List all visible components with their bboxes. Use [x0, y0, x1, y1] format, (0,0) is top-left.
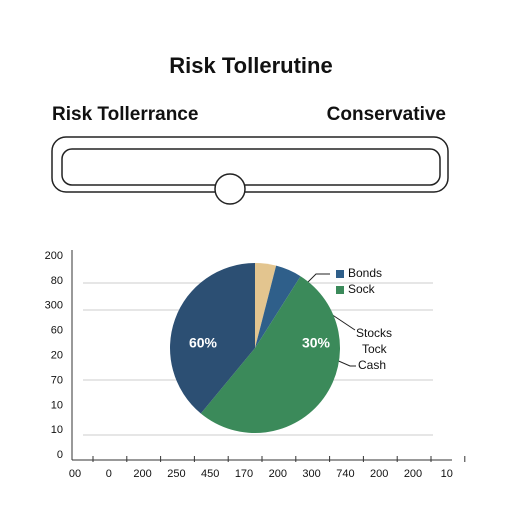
legend-label: Sock: [348, 282, 376, 296]
legend-swatch: [336, 270, 344, 278]
callout-label: Stocks: [356, 326, 392, 340]
slice-label: 30%: [302, 335, 331, 351]
x-tick-label: 10: [441, 468, 453, 480]
legend-swatch: [336, 286, 344, 294]
y-tick-label: 20: [51, 350, 63, 362]
x-tick-label: 00: [69, 468, 81, 480]
pie-slice: [200, 276, 340, 433]
x-tick-label: 0: [106, 468, 112, 480]
slice-label: 60%: [189, 335, 218, 351]
slider-value: Conservative: [327, 104, 446, 125]
pie-slice: [255, 265, 301, 348]
pie-slice: [169, 263, 255, 414]
y-tick-label: 70: [51, 374, 63, 386]
y-tick-label: 0: [57, 449, 63, 461]
x-tick-label: 170: [235, 468, 253, 480]
x-tick-label: 200: [269, 468, 287, 480]
callout-label: Cash: [358, 358, 386, 372]
x-tick-label: 250: [167, 468, 185, 480]
y-tick-label: 80: [51, 275, 63, 287]
y-tick-label: 200: [45, 250, 63, 262]
slider-label: Risk Tollerrance: [52, 104, 198, 125]
x-tick-label: 740: [336, 468, 354, 480]
x-tick-label: 300: [302, 468, 320, 480]
x-tick-label: 450: [201, 468, 219, 480]
x-tick-label: 200: [404, 468, 422, 480]
y-tick-label: 10: [51, 424, 63, 436]
callout-label: Tock: [362, 342, 388, 356]
y-tick-label: 60: [51, 325, 63, 337]
slider-knob[interactable]: [214, 173, 246, 205]
y-tick-label: 300: [45, 300, 63, 312]
x-tick-label: 200: [133, 468, 151, 480]
legend-label: Bonds: [348, 266, 382, 280]
pie-slice: [255, 263, 277, 348]
slider-track[interactable]: [61, 148, 441, 186]
x-tick-label: 200: [370, 468, 388, 480]
y-tick-label: 10: [51, 399, 63, 411]
page-title: Risk Tollerutine: [169, 53, 332, 78]
